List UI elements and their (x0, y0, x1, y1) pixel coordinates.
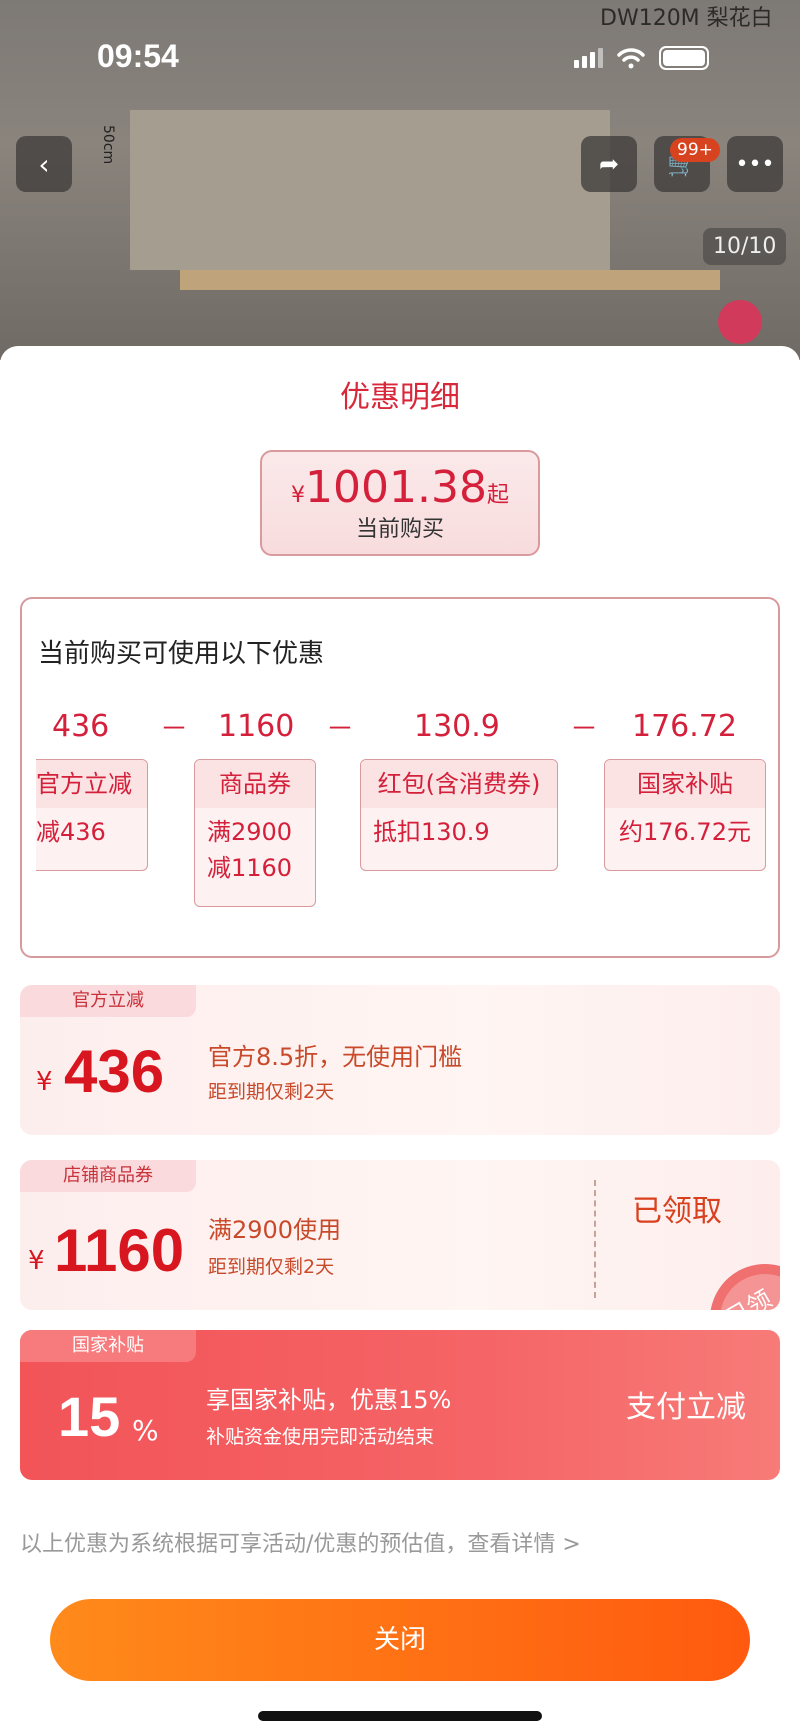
dimension-label: 50cm (100, 125, 116, 165)
card-tag: 店铺商品券 (20, 1160, 196, 1192)
card-line2: 距到期仅剩2天 (208, 1256, 335, 1278)
card-currency: ¥ (28, 1246, 45, 1276)
card-store-coupon: 店铺商品券 ¥ 1160 满2900使用 距到期仅剩2天 已领取 已领 (20, 1160, 780, 1310)
card-tag: 官方立减 (20, 985, 196, 1017)
details-link[interactable]: 以上优惠为系统根据可享活动/优惠的预估值，查看详情 > (20, 1532, 581, 1557)
card-unit: % (132, 1414, 159, 1447)
chip-redpacket: 红包(含消费券) 抵扣130.9 (360, 759, 558, 871)
amount-official: 436 (52, 709, 110, 744)
current-price-box: ¥1001.38起 当前购买 (260, 450, 540, 556)
chip-coupon: 商品券 满2900 减1160 (194, 759, 316, 907)
minus-sign: － (160, 712, 189, 745)
chip-title: 商品券 (195, 760, 315, 808)
price-currency: ¥ (291, 483, 306, 508)
card-line1: 官方8.5折，无使用门槛 (208, 1043, 463, 1071)
card-amount: 15 (58, 1385, 121, 1448)
product-image: 50cm DW120M 梨花白 09:54 ‹ ➦ 🛒 99+ ••• 10/1… (0, 0, 800, 360)
chip-line: 减436 (36, 818, 106, 846)
card-line1: 享国家补贴，优惠15% (206, 1386, 452, 1414)
minus-sign: － (326, 712, 355, 745)
image-counter: 10/10 (703, 228, 787, 265)
card-official-discount: 官方立减 ¥ 436 官方8.5折，无使用门槛 距到期仅剩2天 (20, 985, 780, 1135)
cart-badge: 99+ (670, 138, 720, 162)
card-line2: 距到期仅剩2天 (208, 1081, 335, 1103)
signal-icon (574, 48, 603, 68)
price-value: 1001.38 (305, 462, 487, 513)
chip-official: 官方立减 减436 (36, 759, 148, 871)
amount-coupon: 1160 (218, 709, 295, 744)
claimed-button[interactable]: 已领取 (632, 1194, 722, 1229)
card-currency: ¥ (36, 1067, 53, 1097)
card-national-subsidy: 国家补贴 15 % 享国家补贴，优惠15% 补贴资金使用完即活动结束 支付立减 (20, 1330, 780, 1480)
back-button[interactable]: ‹ (16, 136, 72, 192)
breakdown-heading: 当前购买可使用以下优惠 (38, 639, 325, 669)
card-line2: 补贴资金使用完即活动结束 (206, 1426, 435, 1448)
pay-discount-label: 支付立减 (626, 1390, 746, 1425)
desk-illustration (130, 110, 610, 270)
chip-line: 约176.72元 (619, 818, 751, 846)
divider (594, 1180, 596, 1298)
amount-redpacket: 130.9 (414, 709, 500, 744)
chart-icon[interactable] (718, 300, 762, 344)
card-amount: 1160 (54, 1217, 185, 1284)
battery-icon (659, 46, 709, 70)
sheet-title: 优惠明细 (340, 380, 460, 415)
price-caption: 当前购买 (355, 517, 444, 542)
more-button[interactable]: ••• (727, 136, 783, 192)
price-suffix: 起 (486, 483, 509, 508)
home-indicator (258, 1711, 542, 1721)
chip-line: 满2900 (207, 818, 293, 846)
model-label: DW120M 梨花白 (600, 6, 773, 31)
discount-sheet: 优惠明细 ¥1001.38起 当前购买 当前购买可使用以下优惠 436 － 11… (0, 346, 800, 1734)
chip-line: 抵扣130.9 (373, 818, 490, 846)
amount-subsidy: 176.72 (632, 709, 737, 744)
card-amount: 436 (64, 1038, 165, 1105)
card-line1: 满2900使用 (208, 1216, 342, 1244)
chip-title: 红包(含消费券) (361, 760, 557, 808)
chip-title: 国家补贴 (605, 760, 765, 808)
breakdown-box: 当前购买可使用以下优惠 436 － 1160 － 130.9 － 176.72 … (20, 597, 780, 958)
share-button[interactable]: ➦ (581, 136, 637, 192)
claimed-stamp: 已领 (689, 1243, 780, 1310)
desk-top (180, 270, 720, 290)
card-tag: 国家补贴 (20, 1330, 196, 1362)
wifi-icon (617, 48, 645, 69)
chip-subsidy: 国家补贴 约176.72元 (604, 759, 766, 871)
chip-title: 官方立减 (36, 760, 147, 808)
status-icons (574, 46, 709, 70)
minus-sign: － (570, 712, 599, 745)
close-button[interactable]: 关闭 (50, 1599, 750, 1681)
status-time: 09:54 (97, 38, 179, 74)
chip-line: 减1160 (207, 854, 293, 882)
